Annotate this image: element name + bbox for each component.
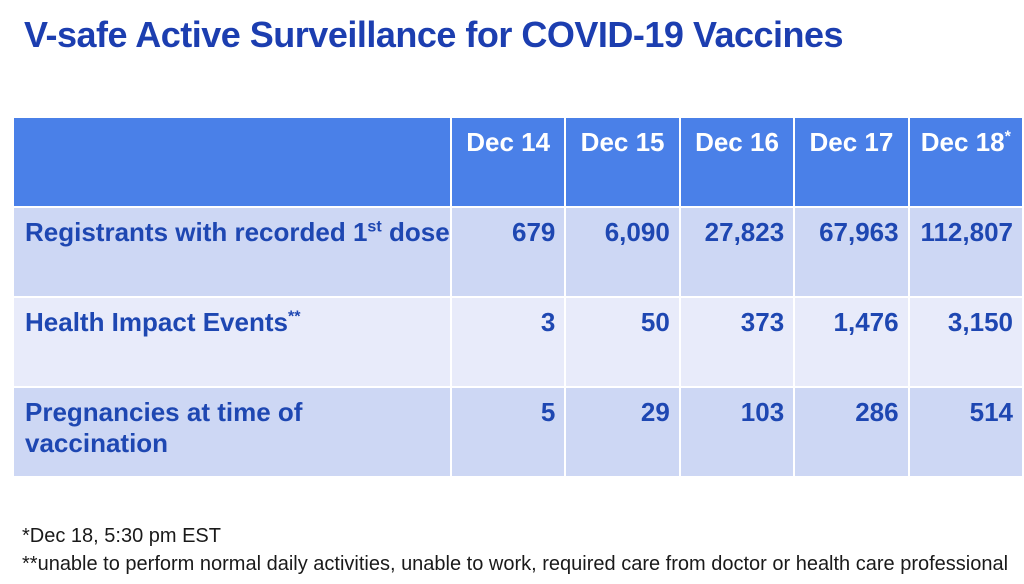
column-header-label: Dec 17 — [809, 127, 894, 157]
table-cell: 27,823 — [680, 208, 794, 296]
column-header-label: Dec 16 — [695, 127, 779, 157]
footnote-line-1: *Dec 18, 5:30 pm EST — [22, 525, 221, 547]
table-cell: 373 — [680, 298, 794, 386]
column-header-sup: * — [1004, 127, 1011, 146]
table-cell: 103 — [680, 388, 794, 476]
row-label-health-impact-events: Health Impact Events** — [14, 298, 450, 386]
table-corner-cell — [14, 118, 450, 206]
column-header-dec-15: Dec 15 — [566, 118, 679, 206]
column-header-dec-16: Dec 16 — [680, 118, 794, 206]
table-cell: 112,807 — [909, 208, 1022, 296]
row-label-sup: ** — [287, 307, 301, 326]
row-label-text: Pregnancies at time of vaccination — [25, 397, 303, 458]
surveillance-table: Dec 14 Dec 15 Dec 16 Dec 17 Dec 18* Regi… — [14, 118, 1022, 476]
row-label-pregnancies: Pregnancies at time of vaccination — [14, 388, 450, 476]
column-header-dec-14: Dec 14 — [452, 118, 565, 206]
row-label-text: Health Impact Events — [25, 307, 288, 337]
column-header-label: Dec 15 — [580, 127, 665, 157]
page-title: V-safe Active Surveillance for COVID-19 … — [24, 14, 844, 55]
table-cell: 3,150 — [909, 298, 1022, 386]
table-cell: 67,963 — [795, 208, 908, 296]
table-cell: 3 — [452, 298, 565, 386]
row-label-text: Registrants with recorded 1 — [25, 217, 368, 247]
row-label-registrants: Registrants with recorded 1st dose — [14, 208, 450, 296]
column-header-label: Dec 18 — [920, 127, 1005, 157]
table-cell: 6,090 — [566, 208, 679, 296]
table-cell: 1,476 — [795, 298, 908, 386]
table-cell: 286 — [795, 388, 908, 476]
column-header-dec-18: Dec 18* — [909, 118, 1022, 206]
column-header-label: Dec 14 — [466, 127, 551, 157]
column-header-dec-17: Dec 17 — [795, 118, 908, 206]
row-label-sup: st — [367, 217, 382, 236]
table-cell: 50 — [566, 298, 679, 386]
table-cell: 5 — [452, 388, 565, 476]
footnote-line-2: **unable to perform normal daily activit… — [22, 553, 1009, 575]
row-label-text-end: dose — [381, 217, 450, 247]
table-cell: 29 — [566, 388, 679, 476]
table-cell: 514 — [909, 388, 1022, 476]
footnotes: *Dec 18, 5:30 pm EST **unable to perform… — [22, 522, 1008, 578]
table-cell: 679 — [452, 208, 565, 296]
